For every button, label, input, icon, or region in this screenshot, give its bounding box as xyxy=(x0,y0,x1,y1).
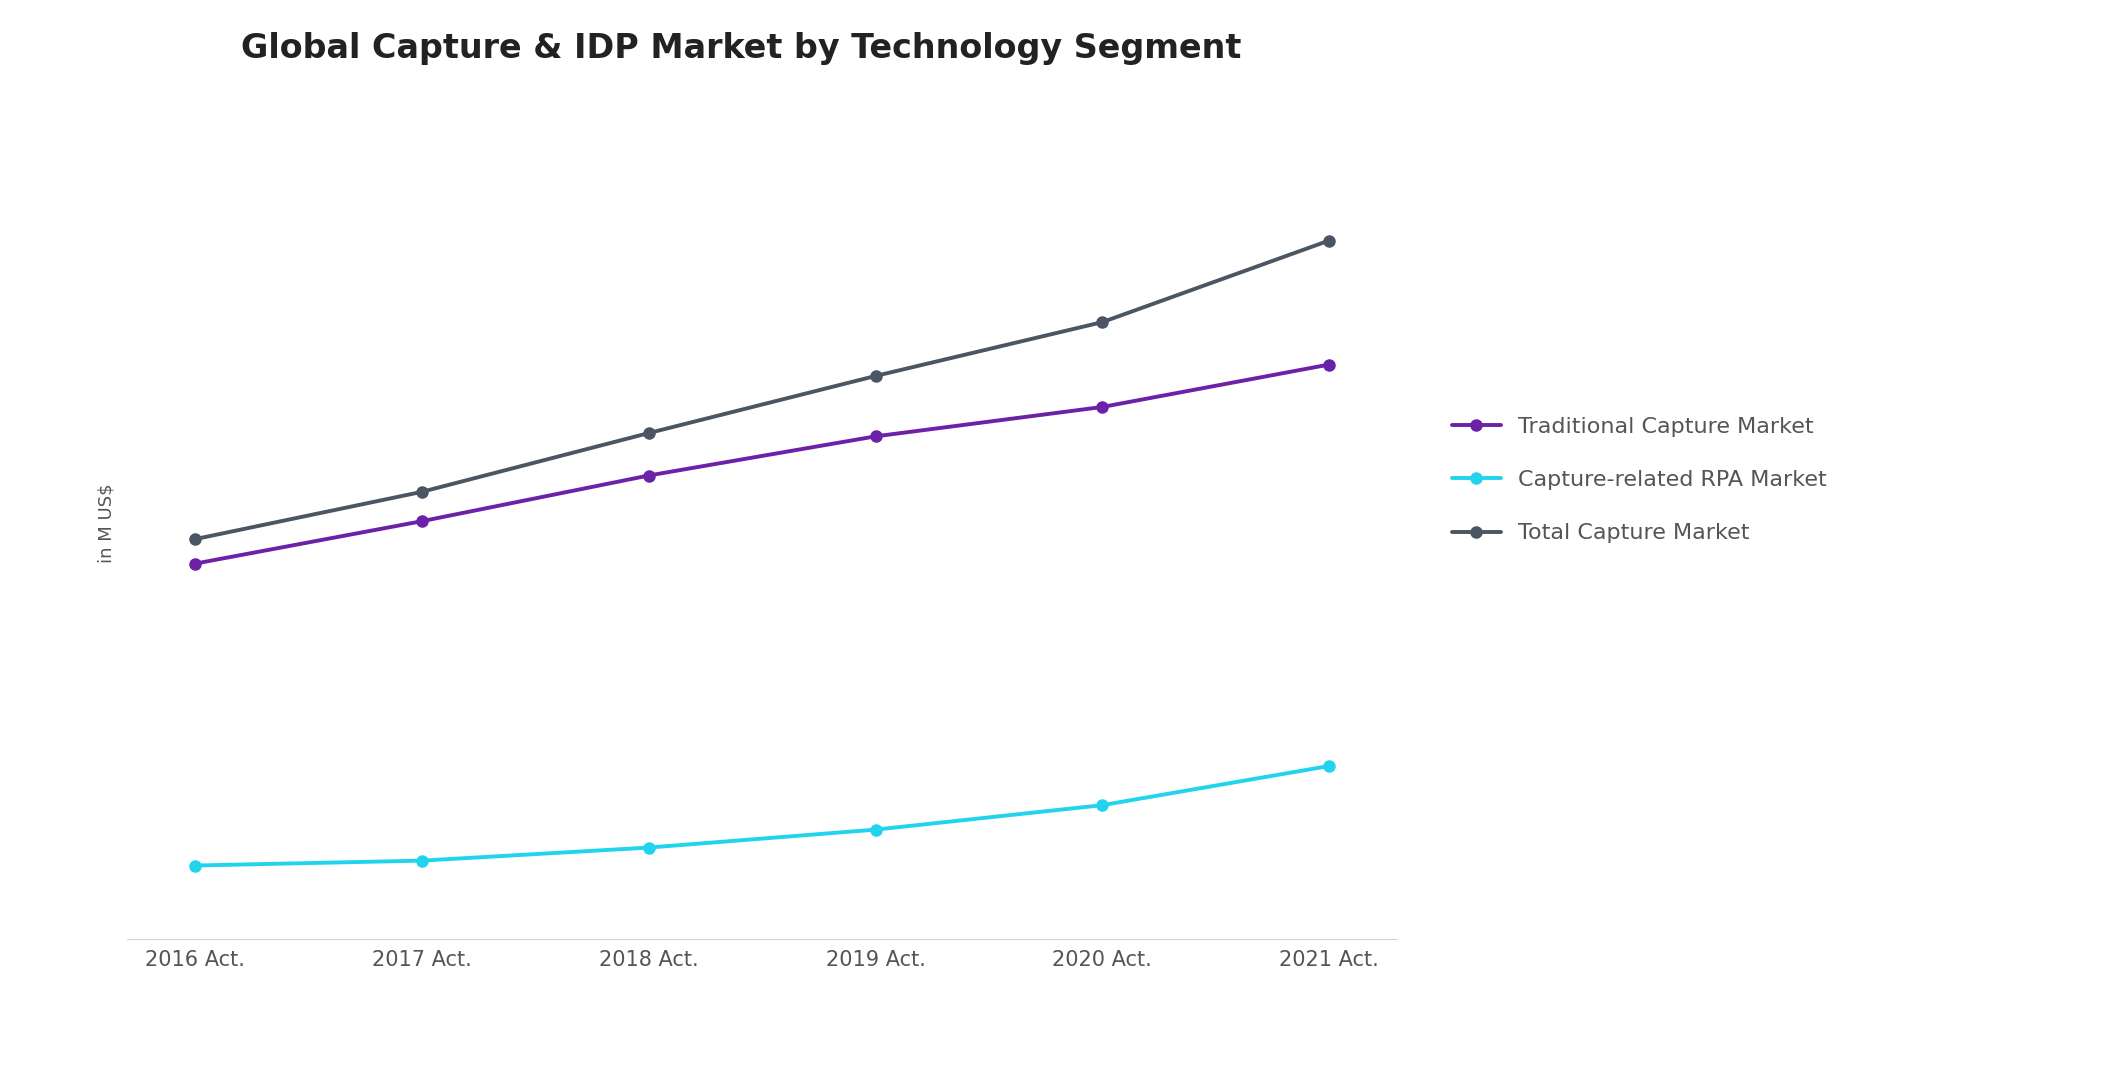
Legend: Traditional Capture Market, Capture-related RPA Market, Total Capture Market: Traditional Capture Market, Capture-rela… xyxy=(1429,395,1850,566)
Text: Global Capture & IDP Market by Technology Segment: Global Capture & IDP Market by Technolog… xyxy=(241,32,1241,65)
Y-axis label: in M US$: in M US$ xyxy=(97,483,116,562)
